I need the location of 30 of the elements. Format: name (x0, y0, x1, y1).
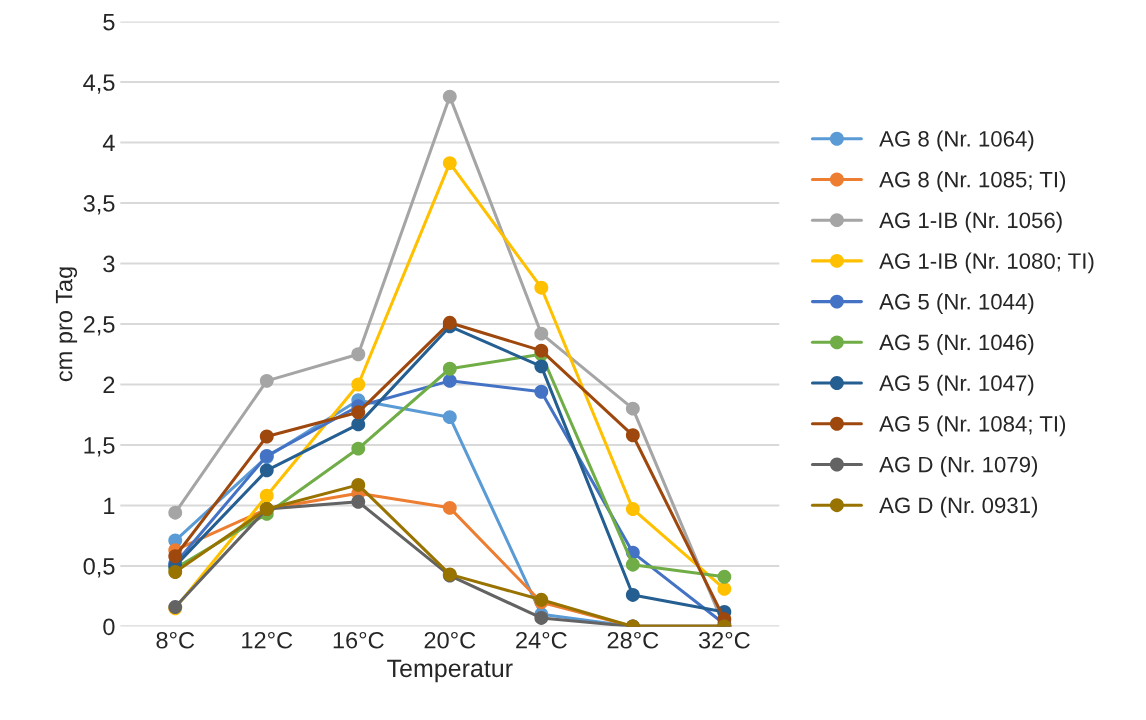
x-tick-label: 8°C (156, 631, 195, 649)
x-tick-label: 20°C (424, 631, 476, 649)
y-tick-label: 2,5 (83, 316, 115, 336)
legend-label: AG 8 (Nr. 1085; TI) (879, 171, 1066, 192)
y-tick-label: 4 (102, 134, 115, 152)
x-tick-label: 16°C (333, 631, 384, 649)
x-tick-label: 24°C (516, 631, 567, 649)
y-axis-title: cm pro Tag (55, 267, 78, 382)
legend-label: AG 1-IB (Nr. 1056) (879, 211, 1062, 233)
legend-label: AG 5 (Nr. 1047) (879, 374, 1034, 396)
legend-label: AG 5 (Nr. 1046) (879, 334, 1034, 355)
y-tick-label: 3,5 (83, 195, 115, 215)
y-tick-label: 0 (103, 618, 115, 636)
y-tick-label: 2 (103, 376, 115, 394)
x-tick-label: 32°C (698, 631, 750, 649)
y-tick-label: 5 (103, 13, 115, 31)
legend-label: AG D (Nr. 0931) (879, 496, 1038, 518)
legend-label: AG D (Nr. 1079) (879, 456, 1038, 477)
y-tick-label: 3 (103, 255, 115, 273)
y-tick-label: 1 (104, 497, 115, 514)
legend-label: AG 8 (Nr. 1064) (879, 130, 1034, 152)
legend-label: AG 5 (Nr. 1084; TI) (879, 415, 1066, 437)
x-tick-label: 28°C (607, 631, 659, 649)
x-axis-title: Temperatur (387, 659, 513, 683)
y-tick-label: 0,5 (83, 557, 115, 578)
x-tick-label: 12°C (242, 631, 293, 649)
legend-label: AG 1-IB (Nr. 1080; TI) (879, 252, 1094, 274)
y-tick-label: 4,5 (83, 74, 115, 94)
y-tick-label: 1,5 (84, 437, 115, 457)
legend-label: AG 5 (Nr. 1044) (879, 293, 1034, 314)
